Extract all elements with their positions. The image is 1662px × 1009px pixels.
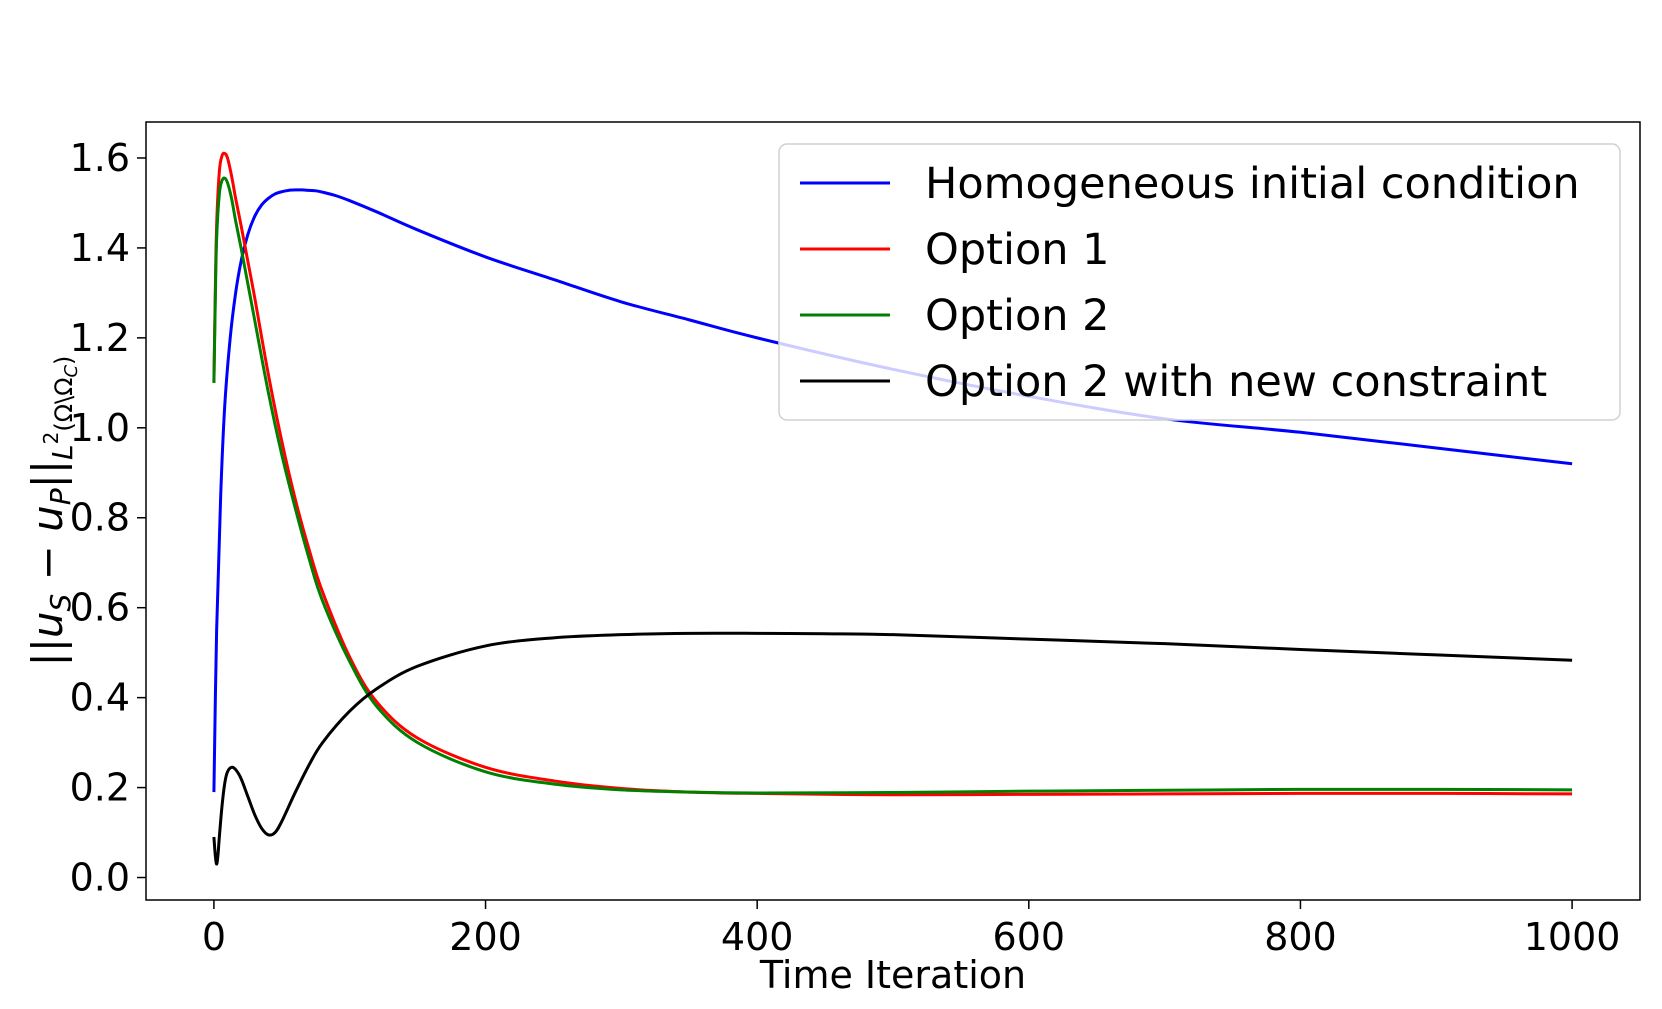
legend-label-1: Homogeneous initial condition	[925, 159, 1580, 209]
legend-box	[778, 143, 1621, 421]
x-axis-label: Time Iteration	[759, 953, 1026, 997]
y-tick-label: 0.8	[70, 496, 130, 540]
ylabel-minus: −	[23, 532, 72, 594]
ylabel-open-bars: ||	[23, 638, 72, 666]
y-tick-label: 1.0	[70, 406, 130, 450]
y-axis-label: ||uS − uP||L2(Ω\ΩC)	[23, 356, 82, 667]
x-axis-ticks: 0 200 400 600 800 1000	[202, 900, 1621, 959]
x-tick-label: 200	[449, 915, 522, 959]
y-tick-label: 0.0	[70, 856, 130, 900]
y-tick-label: 0.2	[70, 766, 130, 810]
legend-label-3: Option 2	[925, 291, 1110, 341]
ylabel-norm-close: )	[50, 356, 78, 365]
x-tick-label: 800	[1264, 915, 1337, 959]
legend: Homogeneous initial condition Option 1 Opt…	[778, 143, 1621, 421]
y-tick-label: 0.4	[70, 676, 130, 720]
series-line-3	[212, 176, 1573, 795]
y-axis-ticks: 0.0 0.2 0.4 0.6 0.8 1.0 1.2 1.4 1.6	[70, 136, 146, 900]
ylabel-norm-domain: (Ω\Ω	[50, 378, 78, 432]
x-tick-label: 600	[993, 915, 1066, 959]
y-tick-label: 1.2	[70, 316, 130, 360]
y-tick-label: 1.4	[70, 226, 130, 270]
ylabel-norm-sup: 2	[39, 432, 63, 445]
ylabel-sub-p: P	[44, 488, 77, 505]
legend-entries: Homogeneous initial condition Option 1 Opt…	[800, 159, 1580, 407]
ylabel-sub-s: S	[44, 594, 77, 612]
series-line-2	[212, 151, 1573, 797]
legend-label-4: Option 2 with new constraint	[925, 357, 1547, 407]
x-tick-label: 1000	[1524, 915, 1621, 959]
series-line-4	[212, 631, 1573, 866]
ylabel-u2: u	[23, 505, 72, 532]
svg-text:||uS − uP||L2(Ω\ΩC): ||uS − uP||L2(Ω\ΩC)	[23, 356, 82, 667]
y-tick-label: 1.6	[70, 136, 130, 180]
y-tick-label: 0.6	[70, 586, 130, 630]
x-tick-label: 0	[202, 915, 226, 959]
x-tick-label: 400	[721, 915, 794, 959]
ylabel-norm-l: L	[46, 444, 79, 460]
ylabel-close-bars: ||	[23, 460, 72, 488]
ylabel-norm-domain-sub: C	[61, 365, 82, 378]
legend-label-2: Option 1	[925, 225, 1110, 275]
axes-frame	[145, 121, 1641, 901]
ylabel-u: u	[23, 612, 72, 639]
